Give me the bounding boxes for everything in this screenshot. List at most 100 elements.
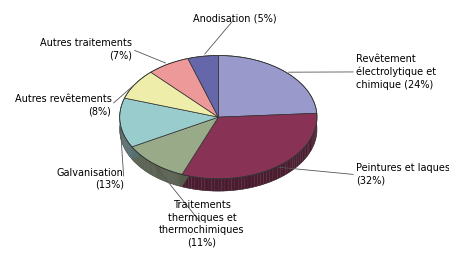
Polygon shape (205, 178, 208, 191)
Polygon shape (178, 173, 179, 186)
Polygon shape (266, 170, 269, 183)
Polygon shape (215, 179, 218, 191)
Polygon shape (248, 175, 251, 188)
Polygon shape (313, 132, 314, 146)
Polygon shape (251, 175, 254, 188)
Polygon shape (132, 147, 133, 161)
Polygon shape (154, 164, 155, 177)
Polygon shape (288, 159, 290, 173)
Polygon shape (166, 169, 167, 182)
Polygon shape (312, 134, 313, 149)
Polygon shape (158, 166, 159, 179)
Polygon shape (140, 155, 141, 168)
Polygon shape (290, 158, 292, 172)
Polygon shape (125, 138, 126, 151)
Polygon shape (150, 162, 151, 175)
Polygon shape (133, 148, 134, 161)
Polygon shape (277, 165, 280, 179)
Polygon shape (295, 155, 297, 169)
Polygon shape (138, 153, 139, 166)
Polygon shape (182, 174, 185, 188)
Polygon shape (211, 179, 215, 191)
Polygon shape (269, 169, 272, 182)
Polygon shape (176, 173, 177, 185)
Polygon shape (272, 168, 275, 181)
Polygon shape (170, 171, 171, 183)
Polygon shape (311, 136, 312, 150)
Polygon shape (192, 176, 195, 189)
Polygon shape (156, 165, 157, 178)
Polygon shape (218, 56, 317, 117)
Polygon shape (228, 178, 232, 191)
Polygon shape (167, 170, 168, 183)
Polygon shape (152, 163, 153, 175)
Text: Revêtement
électrolytique et
chimique (24%): Revêtement électrolytique et chimique (2… (356, 54, 436, 90)
Polygon shape (160, 167, 161, 180)
Polygon shape (137, 152, 138, 165)
Polygon shape (307, 142, 308, 156)
Polygon shape (235, 177, 238, 190)
Polygon shape (238, 177, 242, 190)
Polygon shape (162, 168, 163, 180)
Polygon shape (172, 172, 174, 185)
Polygon shape (161, 167, 162, 180)
Polygon shape (149, 161, 150, 174)
Polygon shape (182, 117, 218, 187)
Text: Galvanisation
(13%): Galvanisation (13%) (57, 168, 124, 190)
Polygon shape (275, 167, 277, 180)
Polygon shape (144, 157, 145, 170)
Polygon shape (153, 163, 154, 176)
Polygon shape (257, 173, 260, 186)
Polygon shape (127, 141, 128, 154)
Polygon shape (175, 173, 176, 185)
Polygon shape (283, 162, 286, 176)
Polygon shape (165, 169, 166, 182)
Polygon shape (182, 117, 218, 187)
Polygon shape (314, 130, 315, 144)
Polygon shape (143, 157, 144, 170)
Polygon shape (135, 150, 136, 163)
Polygon shape (171, 171, 172, 184)
Polygon shape (315, 128, 316, 142)
Polygon shape (300, 149, 303, 163)
Polygon shape (159, 166, 160, 179)
Polygon shape (155, 165, 156, 177)
Polygon shape (182, 113, 317, 179)
Polygon shape (308, 140, 310, 154)
Polygon shape (242, 176, 245, 189)
Polygon shape (126, 139, 127, 152)
Polygon shape (304, 146, 306, 160)
Polygon shape (131, 146, 132, 159)
Polygon shape (202, 178, 205, 191)
Polygon shape (163, 168, 165, 181)
Polygon shape (310, 138, 311, 152)
Polygon shape (303, 147, 304, 162)
Ellipse shape (120, 68, 317, 191)
Polygon shape (286, 161, 288, 175)
Polygon shape (147, 160, 148, 173)
Polygon shape (168, 170, 170, 183)
Text: Peintures et laques
(32%): Peintures et laques (32%) (356, 163, 449, 186)
Polygon shape (142, 156, 143, 169)
Polygon shape (130, 145, 131, 158)
Polygon shape (146, 159, 147, 172)
Polygon shape (292, 156, 295, 170)
Polygon shape (134, 149, 135, 162)
Polygon shape (139, 154, 140, 167)
Polygon shape (198, 177, 202, 190)
Polygon shape (129, 144, 130, 157)
Polygon shape (218, 179, 221, 191)
Polygon shape (136, 152, 137, 165)
Polygon shape (221, 179, 225, 191)
Text: Autres revêtements
(8%): Autres revêtements (8%) (15, 94, 111, 116)
Polygon shape (174, 172, 175, 185)
Polygon shape (195, 177, 198, 190)
Polygon shape (132, 117, 218, 159)
Polygon shape (120, 98, 218, 147)
Polygon shape (145, 159, 146, 171)
Polygon shape (157, 165, 158, 178)
Text: Traitements
thermiques et
thermochimiques
(11%): Traitements thermiques et thermochimique… (159, 200, 245, 248)
Polygon shape (148, 160, 149, 173)
Polygon shape (132, 117, 218, 174)
Polygon shape (280, 164, 283, 177)
